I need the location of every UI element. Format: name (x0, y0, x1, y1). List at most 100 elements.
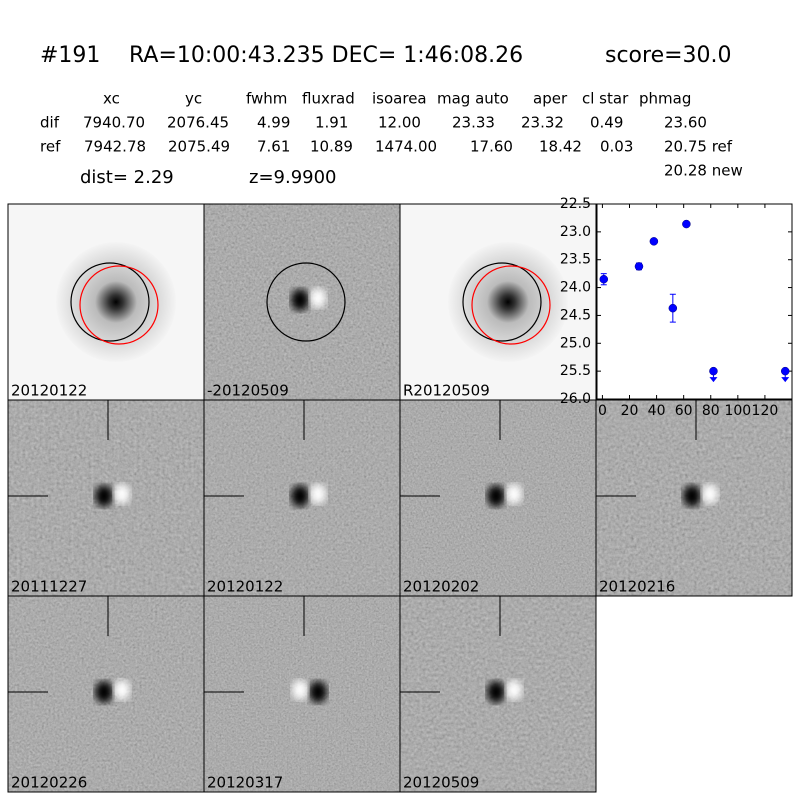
panel-label: 20111227 (11, 578, 87, 596)
column-header: aper (533, 90, 568, 108)
y-tick-label: 22.5 (560, 196, 591, 212)
cell: 20.75 ref (664, 138, 733, 156)
panel (8, 204, 204, 400)
object-id: #191 (40, 43, 100, 68)
blob-dark (487, 681, 505, 703)
y-tick-label: 24.0 (560, 280, 591, 296)
blob-light (292, 680, 308, 700)
cell: 23.60 (664, 114, 707, 132)
score: score=30.0 (605, 43, 732, 68)
distance: dist= 2.29 (80, 167, 174, 188)
blob-dark (291, 289, 309, 311)
x-tick-label: 80 (702, 403, 720, 419)
y-tick-label: 26.0 (560, 391, 591, 407)
x-tick-label: 20 (621, 403, 639, 419)
panel (400, 204, 596, 400)
light-curve: 22.5 23.0 23.5 24.0 24.5 25.0 25.5 26.0 0 20 40 60 8… (560, 196, 793, 419)
data-point (668, 303, 678, 313)
cell: 23.33 (452, 114, 495, 132)
panel-label: 20120216 (599, 578, 675, 596)
panel-border (595, 399, 793, 597)
blob-light (702, 484, 718, 504)
panel-label: 20120226 (11, 774, 87, 792)
y-tick-label: 23.5 (560, 252, 591, 268)
panel-label: -20120509 (207, 382, 289, 400)
panel (8, 596, 204, 792)
limit-arrow (709, 377, 718, 383)
cell: 4.99 (257, 114, 290, 132)
cell: 0.03 (600, 138, 633, 156)
data-point (780, 366, 790, 376)
column-header: fwhm (246, 90, 287, 108)
data-point (649, 237, 659, 246)
cell: 2075.49 (168, 138, 230, 156)
blob-light (506, 484, 522, 504)
blob-light (114, 680, 130, 700)
plot-area (596, 203, 793, 400)
data-point (682, 219, 691, 229)
phmag-new: 20.28 new (664, 162, 743, 180)
cell: 23.32 (521, 114, 564, 132)
y-tick-label: 23.0 (560, 224, 591, 240)
column-header: phmag (639, 90, 691, 108)
column-header: isoarea (372, 90, 427, 108)
y-tick-label: 24.5 (560, 307, 591, 323)
x-tick-label: 60 (675, 403, 693, 419)
data-point (599, 274, 609, 284)
x-tick-label: 100 (724, 403, 751, 419)
x-tick-label: 40 (648, 403, 666, 419)
aperture (70, 262, 150, 342)
aperture-new (79, 265, 159, 345)
column-header: yc (185, 90, 202, 108)
x-tick-label: 0 (598, 403, 607, 419)
panel (596, 400, 792, 596)
cell: 7.61 (257, 138, 290, 156)
cell: 1474.00 (375, 138, 437, 156)
cell: 0.49 (590, 114, 623, 132)
panel-label: 20120122 (207, 578, 283, 596)
galaxy (56, 242, 176, 362)
blob-light (506, 680, 522, 700)
aperture (266, 262, 346, 342)
aperture-new (471, 265, 551, 345)
data-point (634, 262, 644, 271)
data-point (709, 366, 718, 376)
blob-dark (291, 485, 309, 507)
redshift: z=9.9900 (249, 167, 337, 188)
y-tick-label: 25.0 (560, 335, 591, 351)
cell: 1.91 (315, 114, 348, 132)
panel-label: 20120317 (207, 774, 283, 792)
cell: 17.60 (470, 138, 513, 156)
blob-dark (309, 681, 327, 703)
blob-light (114, 484, 130, 504)
cell: 18.42 (539, 138, 582, 156)
cell: 2076.45 (167, 114, 229, 132)
blob-dark (95, 681, 113, 703)
cell: 12.00 (378, 114, 421, 132)
y-tick-label: 25.5 (560, 363, 591, 379)
galaxy (448, 242, 568, 362)
column-header: fluxrad (302, 90, 355, 108)
panel (204, 204, 400, 400)
panel (400, 596, 596, 792)
limit-arrow (781, 377, 790, 383)
cell: 7942.78 (84, 138, 146, 156)
blob-dark (487, 485, 505, 507)
panel-label: R20120509 (403, 382, 490, 400)
panel (400, 400, 596, 596)
panel (204, 400, 400, 596)
row-label: dif (40, 114, 60, 132)
coordinates: RA=10:00:43.235 DEC= 1:46:08.26 (129, 43, 523, 68)
cell: 10.89 (310, 138, 353, 156)
panel (204, 596, 400, 792)
blob-dark (683, 485, 701, 507)
panel-label: 20120509 (403, 774, 479, 792)
panel-label: 20120202 (403, 578, 479, 596)
blob-light (310, 288, 326, 308)
column-header: xc (103, 90, 120, 108)
column-header: mag auto (437, 90, 509, 108)
panel (8, 400, 204, 596)
row-label: ref (40, 138, 61, 156)
